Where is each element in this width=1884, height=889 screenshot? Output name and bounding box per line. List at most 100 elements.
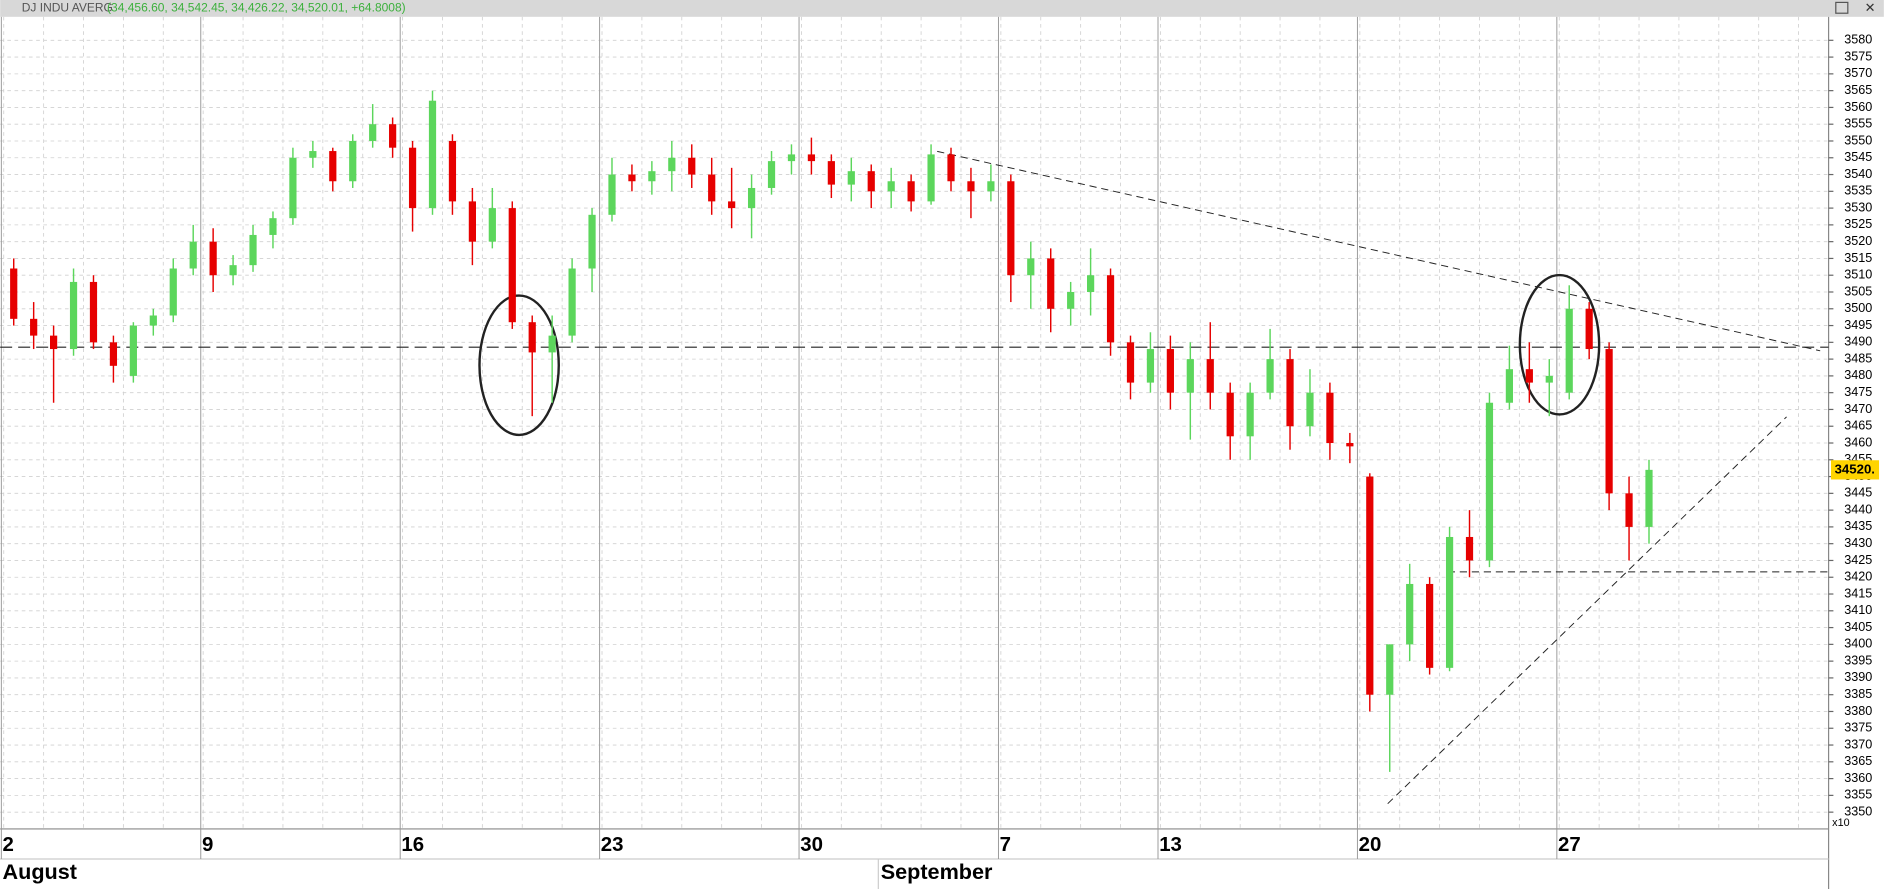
candle-body (149, 315, 157, 326)
candle-body (1346, 443, 1354, 447)
candle-body (728, 201, 736, 209)
y-tick-label: 3415 (1844, 586, 1872, 600)
highlight-circle (478, 294, 560, 437)
y-tick-label: 3400 (1844, 637, 1872, 651)
y-tick-label: 3410 (1844, 603, 1872, 617)
candle-body (628, 174, 636, 182)
candle-body (528, 322, 536, 353)
chart-title: DJ INDU AVERG (22, 1, 113, 15)
y-tick-label: 3510 (1844, 268, 1872, 282)
price-badge (1831, 460, 1880, 480)
window-icon[interactable] (1835, 1, 1849, 14)
candle-body (389, 124, 397, 148)
y-tick-label: 3375 (1844, 721, 1872, 735)
y-tick-label: 3570 (1844, 66, 1872, 80)
candle-body (109, 342, 118, 366)
y-tick-label: 3365 (1844, 754, 1872, 768)
candle-body (309, 151, 317, 158)
candle-body (49, 335, 58, 350)
candle-body (1226, 392, 1234, 437)
y-tick-label: 3535 (1844, 184, 1872, 198)
candle-body (688, 157, 696, 175)
candle-body (1126, 342, 1135, 383)
candle-body (767, 161, 776, 188)
candle-body (69, 281, 78, 350)
candle-body (1585, 308, 1593, 350)
y-tick-label: 3555 (1844, 117, 1872, 131)
y-tick-label: 3565 (1844, 83, 1872, 97)
trend-line (1387, 416, 1787, 805)
y-tick-label: 3350 (1844, 804, 1872, 818)
month-label: September (881, 859, 993, 884)
x-tick-label: 30 (800, 834, 823, 856)
candle-body (1266, 359, 1274, 393)
candle-body (568, 268, 576, 336)
candle-body (189, 241, 197, 269)
candle-body (787, 154, 796, 162)
month-label: August (3, 859, 77, 884)
y-tick-label: 3480 (1844, 368, 1872, 382)
candle-body (807, 154, 816, 162)
candle-body (967, 181, 975, 192)
candle-body (1087, 275, 1095, 292)
candle-body (867, 171, 875, 192)
candle-body (1306, 392, 1314, 427)
candle-body (1286, 359, 1294, 427)
candle-body (249, 234, 257, 266)
candle-body (169, 268, 177, 316)
candle-body (987, 181, 995, 192)
y-tick-label: 3425 (1844, 553, 1872, 567)
y-tick-label: 3385 (1844, 687, 1872, 701)
candle-body (1366, 476, 1374, 695)
candle-body (548, 335, 556, 353)
candle-body (1166, 349, 1174, 393)
y-tick-label: 3355 (1844, 788, 1872, 802)
candle-body (1605, 349, 1613, 494)
candle-body (1106, 275, 1115, 343)
y-tick-label: 3545 (1844, 150, 1872, 164)
y-tick-label: 3440 (1844, 502, 1872, 516)
candle-body (708, 174, 716, 202)
candle-body (428, 100, 437, 209)
x-tick-label: 16 (401, 834, 424, 856)
y-tick-label: 3575 (1844, 49, 1872, 63)
candle-body (488, 208, 496, 242)
highlight-circle (1518, 273, 1601, 416)
candle-body (1445, 536, 1454, 668)
annotations (0, 150, 1829, 805)
close-icon[interactable]: ✕ (1865, 0, 1876, 15)
x-tick-label: 23 (601, 834, 624, 856)
candle-body (1246, 392, 1254, 437)
candle-body (1007, 181, 1015, 276)
candle-body (129, 325, 137, 376)
candle-body (329, 151, 337, 182)
y-tick-label: 3530 (1844, 200, 1872, 214)
y-tick-label: 3495 (1844, 318, 1872, 332)
x-tick-label: 9 (202, 834, 213, 856)
y-tick-label: 3540 (1844, 167, 1872, 181)
y-tick-label: 3515 (1844, 251, 1872, 265)
candle-body (1505, 369, 1514, 403)
candle-body (369, 124, 377, 141)
candle-body (827, 161, 835, 185)
candle-body (468, 201, 476, 242)
candle-body (1485, 402, 1494, 561)
candle-body (927, 154, 935, 202)
y-tick-label: 3580 (1844, 33, 1872, 47)
y-tick-label: 3370 (1844, 737, 1872, 751)
y-tick-label: 3560 (1844, 100, 1872, 114)
y-tick-label: 3430 (1844, 536, 1872, 550)
candle-body (289, 157, 297, 219)
y-tick-label: 3395 (1844, 653, 1872, 667)
x-tick-label: 13 (1159, 834, 1182, 856)
y-tick-label: 3485 (1844, 351, 1872, 365)
trend-line (937, 150, 1821, 352)
scale-label: x10 (1832, 817, 1849, 829)
x-tick-label: 27 (1558, 834, 1581, 856)
y-tick-label: 3475 (1844, 385, 1872, 399)
x-tick-label: 2 (3, 834, 14, 856)
candle-body (1146, 349, 1155, 383)
x-tick-label: 7 (1000, 834, 1011, 856)
y-tick-label: 3550 (1844, 133, 1872, 147)
